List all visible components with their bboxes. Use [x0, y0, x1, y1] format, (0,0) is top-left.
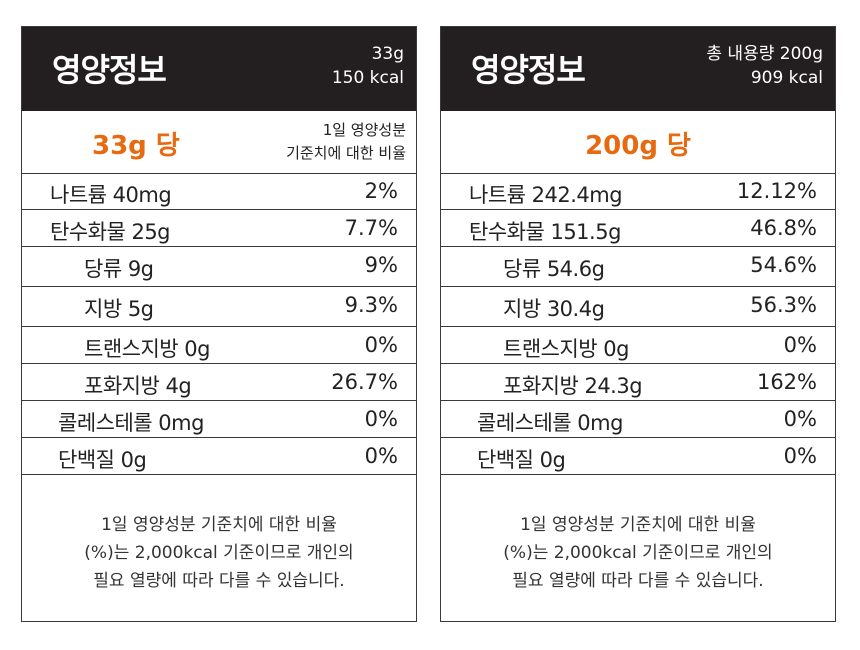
footnote: 1일 영양성분 기준치에 대한 비율 (%)는 2,000kcal 기준이므로 … — [441, 511, 835, 595]
nutrient-label: 단백질 0g — [477, 448, 566, 472]
serving-size: 33g 당 — [92, 131, 180, 161]
serving-row: 200g 당 — [441, 111, 835, 174]
nutrient-row-trans-fat: 트랜스지방 0g 0% — [22, 327, 416, 364]
nutrient-label: 단백질 0g — [58, 448, 147, 472]
calories: 909 kcal — [750, 68, 823, 88]
nutrient-percent: 2% — [364, 179, 398, 203]
panel-title: 영양정보 — [52, 51, 167, 89]
nutrient-label: 당류 54.6g — [503, 257, 605, 281]
nutrient-row-cholesterol: 콜레스테롤 0mg 0% — [441, 401, 835, 438]
nutrient-label: 트랜스지방 0g — [503, 337, 629, 361]
serving-weight: 33g — [371, 44, 404, 64]
nutrient-label: 나트륨 40mg — [50, 183, 172, 207]
nutrient-row-trans-fat: 트랜스지방 0g 0% — [441, 327, 835, 364]
nutrient-row-cholesterol: 콜레스테롤 0mg 0% — [22, 401, 416, 438]
footnote-line3: 필요 열량에 따라 다를 수 있습니다. — [93, 571, 345, 591]
footnote-line2: (%)는 2,000kcal 기준이므로 개인의 — [84, 543, 354, 563]
nutrient-row-fat: 지방 30.4g 56.3% — [441, 287, 835, 327]
panel-meta: 총 내용량 200g 909 kcal — [706, 42, 823, 90]
nutrient-percent: 26.7% — [331, 370, 398, 394]
nutrient-label: 탄수화물 25g — [50, 220, 171, 244]
nutrition-panel-total: 영양정보 총 내용량 200g 909 kcal 200g 당 나트륨 242.… — [440, 26, 836, 622]
panel-header: 영양정보 33g 150 kcal — [22, 27, 416, 111]
nutrient-label: 트랜스지방 0g — [84, 337, 210, 361]
footnote-line3: 필요 열량에 따라 다를 수 있습니다. — [512, 571, 764, 591]
nutrient-percent: 0% — [364, 407, 398, 431]
nutrient-label: 콜레스테롤 0mg — [477, 411, 623, 435]
nutrient-row-protein: 단백질 0g 0% — [441, 438, 835, 475]
daily-value-note: 1일 영양성분 기준치에 대한 비율 — [286, 119, 406, 165]
nutrient-label: 당류 9g — [84, 257, 154, 281]
nutrient-row-carbohydrate: 탄수화물 25g 7.7% — [22, 210, 416, 247]
nutrient-label: 포화지방 4g — [84, 374, 192, 398]
calories: 150 kcal — [331, 68, 404, 88]
nutrition-panel-per-serving: 영양정보 33g 150 kcal 33g 당 1일 영양성분 기준치에 대한 … — [21, 26, 417, 622]
nutrient-row-sugars: 당류 54.6g 54.6% — [441, 247, 835, 287]
nutrient-percent: 12.12% — [736, 179, 817, 203]
nutrient-percent: 0% — [783, 333, 817, 357]
nutrient-percent: 56.3% — [750, 293, 817, 317]
nutrient-percent: 46.8% — [750, 216, 817, 240]
nutrient-label: 지방 30.4g — [503, 297, 605, 321]
nutrient-label: 포화지방 24.3g — [503, 374, 643, 398]
panel-header: 영양정보 총 내용량 200g 909 kcal — [441, 27, 835, 111]
footnote-line2: (%)는 2,000kcal 기준이므로 개인의 — [503, 543, 773, 563]
daily-value-note-line2: 기준치에 대한 비율 — [286, 144, 406, 162]
nutrient-row-sodium: 나트륨 242.4mg 12.12% — [441, 173, 835, 210]
nutrient-percent: 0% — [364, 444, 398, 468]
nutrient-percent: 0% — [783, 444, 817, 468]
nutrient-percent: 9% — [364, 253, 398, 277]
nutrient-row-sugars: 당류 9g 9% — [22, 247, 416, 287]
daily-value-note-line1: 1일 영양성분 — [322, 121, 406, 139]
nutrient-percent: 9.3% — [344, 293, 398, 317]
nutrient-row-sodium: 나트륨 40mg 2% — [22, 173, 416, 210]
serving-row: 33g 당 1일 영양성분 기준치에 대한 비율 — [22, 111, 416, 174]
nutrient-row-protein: 단백질 0g 0% — [22, 438, 416, 475]
nutrient-row-carbohydrate: 탄수화물 151.5g 46.8% — [441, 210, 835, 247]
nutrient-label: 콜레스테롤 0mg — [58, 411, 204, 435]
nutrient-row-saturated-fat: 포화지방 24.3g 162% — [441, 364, 835, 401]
total-weight: 총 내용량 200g — [706, 44, 823, 64]
nutrient-label: 탄수화물 151.5g — [469, 220, 621, 244]
nutrient-percent: 162% — [756, 370, 817, 394]
nutrient-percent: 7.7% — [344, 216, 398, 240]
nutrient-rows: 나트륨 40mg 2% 탄수화물 25g 7.7% 당류 9g 9% 지방 5g… — [22, 173, 416, 475]
nutrient-row-fat: 지방 5g 9.3% — [22, 287, 416, 327]
nutrient-row-saturated-fat: 포화지방 4g 26.7% — [22, 364, 416, 401]
footnote-line1: 1일 영양성분 기준치에 대한 비율 — [101, 515, 337, 535]
panel-meta: 33g 150 kcal — [332, 42, 404, 90]
footnote-line1: 1일 영양성분 기준치에 대한 비율 — [520, 515, 756, 535]
nutrient-percent: 0% — [783, 407, 817, 431]
nutrient-rows: 나트륨 242.4mg 12.12% 탄수화물 151.5g 46.8% 당류 … — [441, 173, 835, 475]
nutrient-label: 나트륨 242.4mg — [469, 183, 623, 207]
footnote: 1일 영양성분 기준치에 대한 비율 (%)는 2,000kcal 기준이므로 … — [22, 511, 416, 595]
nutrient-label: 지방 5g — [84, 297, 154, 321]
serving-size: 200g 당 — [585, 131, 691, 161]
panel-title: 영양정보 — [471, 51, 586, 89]
nutrient-percent: 0% — [364, 333, 398, 357]
nutrient-percent: 54.6% — [750, 253, 817, 277]
